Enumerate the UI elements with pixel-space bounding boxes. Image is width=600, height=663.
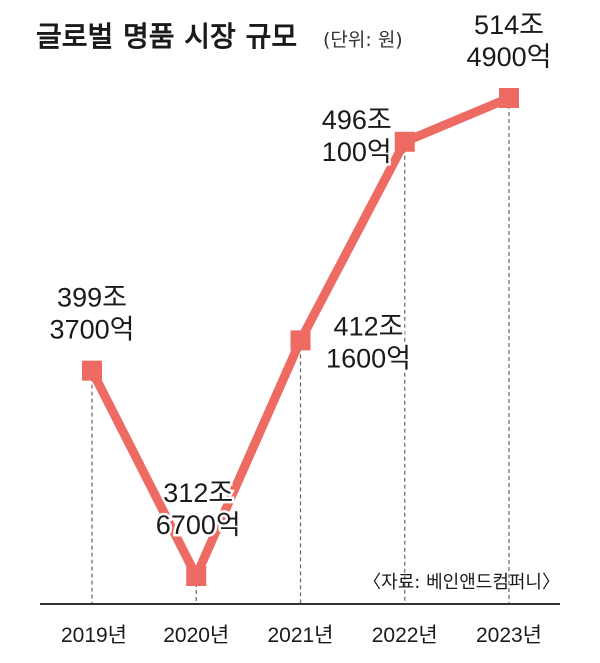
data-label: 399조 [57, 283, 127, 313]
x-tick-label: 2020년 [163, 624, 229, 647]
chart-title: 글로벌 명품 시장 규모 [36, 20, 297, 53]
x-tick-label: 2019년 [61, 624, 127, 647]
x-tick-label: 2023년 [476, 624, 542, 647]
data-label: 1600억 [326, 343, 411, 373]
data-label: 100억 [322, 137, 392, 167]
guide-lines [91, 98, 510, 604]
data-point-marker [186, 566, 207, 586]
data-label: 6700억 [156, 510, 241, 540]
data-label: 312조 [163, 478, 233, 508]
x-tick-label: 2022년 [372, 624, 438, 647]
data-label: 4900억 [467, 42, 552, 72]
x-tick-labels: 2019년 2020년 2021년 2022년 2023년 [61, 624, 542, 647]
source-note: 〈자료: 베인앤드컴퍼니〉 [363, 572, 560, 593]
unit-note: (단위: 원) [323, 29, 403, 51]
data-label: 496조 [322, 105, 392, 135]
data-point-marker [290, 330, 311, 351]
data-point-marker [82, 360, 102, 381]
markers [82, 88, 519, 586]
x-tick-label: 2021년 [267, 624, 333, 647]
data-label: 3700억 [50, 315, 135, 345]
data-label: 514조 [474, 10, 544, 40]
data-point-marker [499, 88, 519, 108]
data-point-marker [394, 131, 415, 152]
data-label: 412조 [334, 311, 404, 341]
